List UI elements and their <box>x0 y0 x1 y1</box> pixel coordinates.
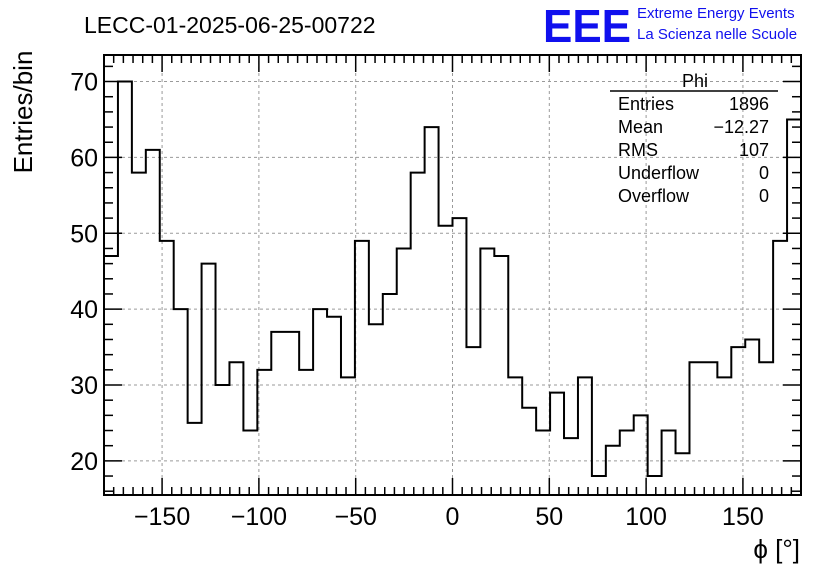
x-tick-label: −150 <box>134 503 190 531</box>
histogram-bin <box>411 173 425 495</box>
histogram-bin <box>160 241 174 495</box>
histogram-bin <box>480 248 494 495</box>
histogram-bin <box>662 431 676 495</box>
histogram-line <box>104 80 801 478</box>
histogram-bin <box>383 294 397 495</box>
stats-row-label: RMS <box>618 140 658 160</box>
histogram-bin <box>689 362 703 495</box>
y-tick-label: 60 <box>70 144 98 172</box>
x-tick-label: 150 <box>722 503 764 531</box>
stats-row-value: 107 <box>739 140 769 160</box>
histogram-bin <box>466 347 480 495</box>
histogram-bin <box>787 119 801 495</box>
stats-row-value: 0 <box>759 186 769 206</box>
histogram-bin <box>327 317 341 495</box>
chart-title: LECC-01-2025-06-25-00722 <box>84 12 376 38</box>
histogram-bin <box>592 476 606 495</box>
histogram-bin <box>453 218 467 495</box>
y-tick-label: 50 <box>70 220 98 248</box>
histogram-bin <box>174 309 188 495</box>
x-tick-label: 50 <box>535 503 563 531</box>
histogram-bin <box>425 127 439 495</box>
histogram-bin <box>243 431 257 495</box>
stats-row-value: 1896 <box>729 94 769 114</box>
stats-row-label: Entries <box>618 94 674 114</box>
y-tick-label: 30 <box>70 372 98 400</box>
histogram-bin <box>118 82 132 495</box>
histogram-bin <box>508 377 522 495</box>
histogram-bin <box>703 362 717 495</box>
histogram-bin <box>550 393 564 495</box>
histogram-bin <box>104 256 118 495</box>
eee-logo: EEE <box>543 0 631 52</box>
histogram-bin <box>773 241 787 495</box>
logo-line-1: Extreme Energy Events <box>637 5 795 22</box>
x-axis-label: ϕ [°] <box>753 534 800 564</box>
x-tick-label: −50 <box>334 503 376 531</box>
histogram-bin <box>676 453 690 495</box>
histogram-bin <box>355 241 369 495</box>
axis-ticks <box>104 55 801 495</box>
histogram-bin <box>341 377 355 495</box>
y-tick-labels: 20 30 40 50 60 70 <box>70 69 98 476</box>
y-axis-label: Entries/bin <box>8 51 38 174</box>
histogram-bin <box>271 332 285 495</box>
histogram-bin <box>216 385 230 495</box>
y-tick-label: 40 <box>70 296 98 324</box>
histogram-bin <box>439 226 453 495</box>
x-tick-label: −100 <box>231 503 287 531</box>
histogram-bin <box>397 248 411 495</box>
x-tick-label: 100 <box>625 503 667 531</box>
stats-row-value: −12.27 <box>713 117 769 137</box>
histogram-bin <box>188 423 202 495</box>
histogram-bin <box>285 332 299 495</box>
histogram-bin <box>648 476 662 495</box>
histogram-bin <box>536 431 550 495</box>
histogram-bin <box>369 324 383 495</box>
stats-title: Phi <box>682 71 708 91</box>
x-tick-labels: −150 −100 −50 0 50 100 150 <box>134 503 764 531</box>
histogram-bin <box>759 362 773 495</box>
histogram-bin <box>578 377 592 495</box>
stats-row-label: Underflow <box>618 163 700 183</box>
histogram-bin <box>299 370 313 495</box>
histogram-bin <box>731 347 745 495</box>
histogram-bin <box>257 370 271 495</box>
y-tick-label: 20 <box>70 448 98 476</box>
histogram-bin <box>229 362 243 495</box>
histogram-bin <box>745 339 759 495</box>
logo-line-2: La Scienza nelle Scuole <box>637 26 797 43</box>
histogram-bin <box>620 431 634 495</box>
histogram-bin <box>564 438 578 495</box>
stats-box: Phi Entries 1896 Mean −12.27 RMS 107 Underflow… <box>610 71 778 206</box>
stats-row-label: Mean <box>618 117 663 137</box>
histogram-bin <box>494 256 508 495</box>
histogram-bin <box>132 173 146 495</box>
x-tick-label: 0 <box>446 503 460 531</box>
stats-rows: Entries 1896 Mean −12.27 RMS 107 Underflow 0 Ove… <box>618 94 769 206</box>
histogram-bin <box>717 377 731 495</box>
histogram-bin <box>202 264 216 495</box>
y-tick-label: 70 <box>70 69 98 97</box>
stats-row-value: 0 <box>759 163 769 183</box>
histogram-bin <box>313 309 327 495</box>
stats-row-label: Overflow <box>618 186 690 206</box>
histogram-bin <box>522 408 536 495</box>
histogram-bin <box>146 150 160 495</box>
